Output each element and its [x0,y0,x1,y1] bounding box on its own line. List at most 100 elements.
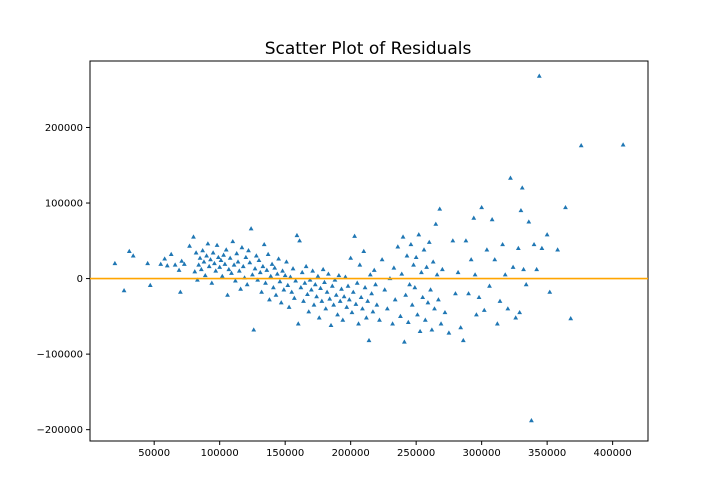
x-tick-label: 300000 [463,448,501,459]
data-point [405,319,411,324]
data-point [361,248,367,253]
data-point [225,292,230,297]
data-point [253,253,259,258]
data-point [412,285,418,290]
data-point [418,269,424,275]
data-point [289,289,295,294]
data-point [425,300,431,305]
data-point [358,294,364,300]
data-point [369,291,375,296]
data-point [126,248,132,253]
data-point [370,309,376,314]
x-tick-label: 200000 [332,448,370,459]
data-point [453,291,458,296]
data-point [206,263,212,269]
data-point [295,321,301,326]
data-point [476,294,482,300]
data-point [508,175,513,180]
data-point [267,297,272,302]
y-tick-label: −100000 [36,350,83,361]
data-point [162,256,168,261]
data-point [187,243,192,248]
axes-frame [89,60,649,442]
data-point [246,248,251,253]
chart-title: Scatter Plot of Residuals [265,39,472,59]
data-point [130,253,136,258]
data-point [343,274,348,279]
data-point [430,259,436,264]
data-point [218,257,224,263]
data-point [238,286,244,291]
data-point [215,254,221,260]
data-point [373,282,378,287]
data-point [306,309,312,314]
data-point [437,206,443,211]
data-point [526,219,532,224]
data-point [354,280,360,285]
data-point [284,259,289,264]
data-point [547,289,553,294]
data-point [222,261,228,266]
y-axis: −200000 −100000 0 100000 200000 [36,123,90,436]
data-point [544,232,550,237]
data-point [312,282,318,287]
data-point [328,322,334,328]
data-point [315,273,321,278]
data-point [531,241,537,247]
data-point [230,238,236,244]
data-point [195,277,200,282]
data-point [340,317,346,322]
data-point [517,309,523,315]
data-point [413,254,419,260]
data-point [177,289,183,294]
data-point [316,315,322,320]
data-point [515,245,521,250]
data-point [471,215,477,220]
data-point [268,273,274,278]
data-point [176,267,182,272]
data-point [327,296,333,301]
data-point [377,317,382,322]
data-point [121,288,127,293]
data-point [360,306,365,311]
data-point [497,298,503,303]
data-point [168,251,174,256]
data-point [428,287,433,292]
data-point [255,277,261,282]
data-point [264,267,270,272]
data-point [344,304,350,309]
data-point [191,234,196,239]
data-point [371,267,377,272]
y-tick-label: −200000 [36,425,83,436]
data-point [179,258,185,263]
data-point [261,241,267,247]
data-point [301,298,306,303]
data-point [200,248,206,253]
y-tick-label: 0 [77,274,83,285]
data-point [294,232,300,238]
data-point [299,269,305,275]
data-point [331,302,337,307]
data-point [288,274,293,279]
data-point [278,300,284,305]
data-point [429,327,435,332]
data-point [578,143,584,148]
data-point [325,271,331,276]
data-point [311,302,317,307]
data-point [539,245,545,250]
data-point [363,315,369,320]
x-tick-label: 50000 [138,448,170,459]
data-point [466,291,471,296]
data-point [112,260,118,266]
data-point [320,266,326,272]
data-point [382,287,388,292]
data-point [463,238,469,243]
data-point [399,271,405,276]
data-point [202,272,208,278]
data-point [247,260,253,265]
data-point [243,254,249,260]
data-point [217,264,223,269]
data-point [209,280,215,285]
data-point [442,309,448,315]
data-point [408,241,414,247]
